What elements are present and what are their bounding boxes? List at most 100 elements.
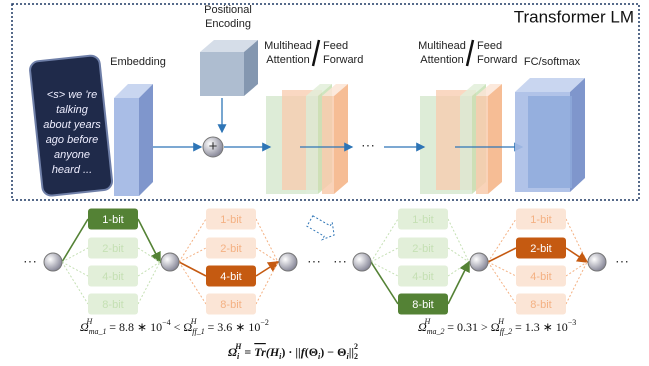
bit-box bbox=[88, 265, 138, 287]
f-part: ff_1 bbox=[192, 327, 204, 336]
plus-node bbox=[202, 136, 224, 158]
selected-bit-box bbox=[206, 265, 256, 287]
positional-cube bbox=[200, 40, 258, 96]
f-part: Ω bbox=[418, 320, 427, 334]
f-part: H bbox=[234, 342, 242, 351]
edge bbox=[178, 247, 207, 263]
edge bbox=[487, 261, 517, 305]
f-part: Tr bbox=[254, 345, 266, 359]
node bbox=[587, 252, 607, 272]
f-part: ff_2 bbox=[500, 327, 512, 336]
embedding-label: Embedding bbox=[110, 56, 166, 68]
bit-label: 4-bit bbox=[220, 271, 241, 283]
ellipsis: ··· bbox=[615, 253, 629, 269]
selected-bit-box bbox=[516, 237, 566, 259]
edge bbox=[255, 247, 279, 263]
slash bbox=[311, 39, 321, 67]
bit-box bbox=[88, 237, 138, 259]
f-part: < Ω bbox=[171, 320, 193, 334]
f-part: H bbox=[423, 317, 431, 326]
f-part: = 8.8 ∗ 10 bbox=[106, 320, 162, 334]
selected-edge bbox=[487, 247, 517, 263]
attention-label: Attention bbox=[266, 54, 309, 66]
f-part: = bbox=[241, 345, 254, 359]
edge bbox=[255, 218, 279, 263]
ellipsis: ··· bbox=[307, 253, 321, 269]
input-line: ago before bbox=[46, 134, 99, 146]
layer-slab bbox=[306, 84, 332, 96]
f-part: H bbox=[190, 317, 198, 326]
layer-slab bbox=[306, 96, 318, 194]
node bbox=[43, 252, 63, 272]
f-part: H bbox=[85, 317, 93, 326]
f-part: 2 bbox=[354, 352, 358, 361]
edge bbox=[61, 247, 89, 263]
f-part: ma_2 bbox=[427, 327, 445, 336]
bit-box bbox=[398, 265, 448, 287]
transformer-frame bbox=[11, 3, 640, 201]
edge bbox=[565, 261, 588, 277]
layer-slab bbox=[322, 84, 348, 96]
edge bbox=[137, 261, 161, 277]
input-line: anyone bbox=[54, 149, 90, 161]
edge bbox=[178, 218, 207, 263]
bit-label: 4-bit bbox=[412, 271, 433, 283]
bit-box bbox=[88, 293, 138, 315]
bit-box bbox=[206, 208, 256, 230]
layer-slab bbox=[460, 84, 486, 96]
edge bbox=[137, 247, 161, 263]
edge bbox=[447, 247, 470, 263]
attention-label: Multihead bbox=[418, 40, 466, 52]
selected-edge bbox=[137, 218, 161, 264]
layer-slab bbox=[476, 96, 488, 194]
f-part: (H bbox=[266, 345, 280, 359]
bit-label: 1-bit bbox=[530, 214, 551, 226]
positional-label: Positional bbox=[204, 4, 252, 16]
selected-edge bbox=[255, 261, 280, 277]
input-line: about years bbox=[43, 119, 101, 131]
bit-label: 1-bit bbox=[412, 214, 433, 226]
bit-box bbox=[398, 208, 448, 230]
attention-label: Multihead bbox=[264, 40, 312, 52]
formula-2: Ωma_2H = 0.31 > Ωff_2H = 1.3 ∗ 10−3 bbox=[418, 317, 576, 336]
ff-label: Forward bbox=[477, 54, 517, 66]
bit-box bbox=[206, 293, 256, 315]
f-part: −2 bbox=[260, 318, 269, 327]
bit-label: 8-bit bbox=[220, 299, 241, 311]
slash bbox=[465, 39, 475, 67]
input-line: <s> we 're bbox=[47, 89, 97, 101]
layer-slab bbox=[488, 84, 502, 194]
bit-label: 2-bit bbox=[220, 243, 241, 255]
f-part: || bbox=[349, 345, 354, 359]
f-part: i bbox=[346, 352, 349, 361]
bit-label: 1-bit bbox=[220, 214, 241, 226]
bit-box bbox=[516, 208, 566, 230]
f-part: i bbox=[237, 352, 240, 361]
bit-box bbox=[206, 237, 256, 259]
f-part: 2 bbox=[354, 342, 358, 351]
positional-label: Encoding bbox=[205, 18, 251, 30]
edge bbox=[137, 261, 161, 305]
node bbox=[278, 252, 298, 272]
f-part: ) · || bbox=[281, 345, 300, 359]
ellipsis: ··· bbox=[333, 253, 347, 269]
layer-slab bbox=[334, 84, 348, 194]
bit-label: 2-bit bbox=[412, 243, 433, 255]
selected-edge bbox=[447, 260, 470, 305]
zoom-arrow bbox=[306, 215, 335, 241]
frame-title: Transformer LM bbox=[514, 7, 634, 26]
selected-bit-box bbox=[88, 208, 138, 230]
f-part: Ω bbox=[80, 320, 89, 334]
selected-edge bbox=[61, 218, 89, 263]
input-line: talking bbox=[56, 104, 89, 116]
ellipsis: ··· bbox=[23, 253, 37, 269]
f-part: (Θ bbox=[305, 345, 318, 359]
edge bbox=[370, 247, 399, 263]
edge bbox=[370, 261, 399, 277]
edge bbox=[370, 218, 399, 263]
selected-bit-box bbox=[398, 293, 448, 315]
f-part: = 3.6 ∗ 10 bbox=[205, 320, 261, 334]
f-part: −4 bbox=[162, 318, 171, 327]
